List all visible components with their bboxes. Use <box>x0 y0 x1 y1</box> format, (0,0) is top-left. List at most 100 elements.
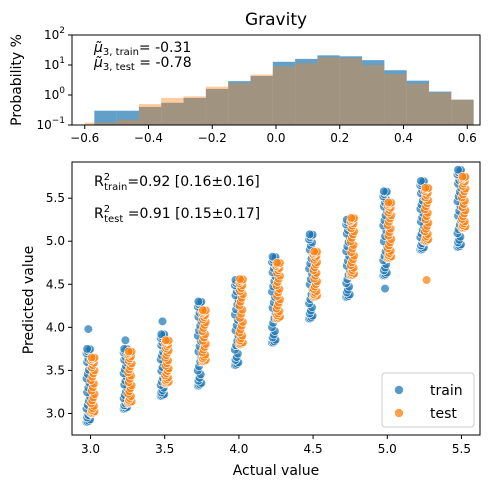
r2-train-subscript: train <box>104 182 127 193</box>
hist-bar-test <box>384 74 407 125</box>
hist-bar-test <box>317 57 340 125</box>
hist-bar-test <box>451 99 474 125</box>
scatter-y-ticks: 3.0 3.5 4.0 4.5 5.0 5.5 <box>46 191 72 420</box>
hist-bar-train <box>384 70 407 125</box>
hist-x-tick-label: −0.2 <box>198 131 227 145</box>
hist-bar-train <box>116 110 139 125</box>
annotation-test-value: = -0.78 <box>135 55 192 71</box>
scatter-x-tick-label: 4.0 <box>229 442 248 456</box>
hist-bar-train <box>161 102 184 125</box>
scatter-point-train <box>120 335 131 345</box>
histogram-y-label: Probability % <box>9 34 25 126</box>
hist-bar-train <box>295 58 318 125</box>
r2-train-superscript: 2 <box>104 172 110 183</box>
hist-bar-test <box>295 63 318 125</box>
annotation-test-symbol: μ̃ <box>93 55 103 71</box>
scatter-x-tick-label: 3.5 <box>155 442 174 456</box>
scatter-point-test <box>124 346 134 357</box>
hist-y-tick-exponent: −1 <box>52 116 65 126</box>
histogram-bars <box>84 55 474 125</box>
scatter-frame <box>71 161 481 436</box>
scatter-y-tick-label: 4.0 <box>46 320 65 334</box>
r2-test-subscript: test <box>104 214 123 225</box>
legend-label-train: train <box>430 383 463 399</box>
scatter-point-train <box>380 283 390 294</box>
hist-bar-test <box>116 119 139 125</box>
histogram-annotation-train: μ̃3, train= -0.31 <box>93 40 191 58</box>
scatter-point-train <box>193 296 204 307</box>
hist-y-tick-label: 100 <box>44 86 65 102</box>
legend-box <box>381 372 475 428</box>
hist-bar-train <box>228 81 251 125</box>
hist-bar-test <box>183 96 206 125</box>
hist-y-tick-exponent: 0 <box>59 86 65 96</box>
hist-bar-train <box>205 88 229 125</box>
histogram-annotation-test: μ̃3, test = -0.78 <box>93 55 192 73</box>
hist-bar-train <box>250 75 273 125</box>
hist-y-tick-label: 10−1 <box>36 116 65 132</box>
hist-bar-test <box>272 66 296 125</box>
scatter-point-test <box>420 183 431 193</box>
scatter-point-train <box>379 186 389 196</box>
scatter-point-test <box>346 213 356 223</box>
hist-bar-train <box>339 56 363 125</box>
hist-bar-test <box>339 58 363 125</box>
scatter-point-test <box>272 258 282 268</box>
hist-x-tick-label: 0.4 <box>394 131 413 145</box>
scatter-point-train <box>453 165 463 175</box>
hist-bar-train <box>429 91 452 125</box>
scatter-point-train <box>82 344 92 354</box>
scatter-point-train <box>83 324 93 334</box>
hist-y-tick-base: 10 <box>44 58 59 72</box>
scatter-point-test <box>457 172 468 182</box>
scatter-y-tick-label: 5.5 <box>46 191 65 205</box>
r2-train-symbol: R <box>94 174 104 190</box>
annotation-train-symbol: μ̃ <box>93 40 103 56</box>
annotation-train-value: = -0.31 <box>139 40 191 56</box>
scatter-y-tick-label: 4.5 <box>46 277 65 291</box>
annotation-test-subscript: 3, test <box>103 62 135 73</box>
hist-x-tick-label: 0.2 <box>330 131 349 145</box>
hist-bar-train <box>272 61 296 125</box>
figure-title: Gravity <box>245 10 307 30</box>
hist-bar-train <box>362 60 385 125</box>
hist-bar-test <box>138 104 162 125</box>
hist-bar-test <box>406 83 429 125</box>
hist-bar-test <box>429 92 452 125</box>
hist-bar-train <box>451 99 474 125</box>
scatter-point-train <box>416 176 426 186</box>
scatter-y-tick-label: 3.5 <box>46 363 65 377</box>
hist-y-tick-base: 10 <box>44 88 59 102</box>
scatter-point-test <box>421 275 432 285</box>
hist-bar-train <box>94 110 117 125</box>
scatter-y-label: Predicted value <box>21 246 37 354</box>
hist-y-tick-label: 101 <box>44 56 65 72</box>
hist-bar-train <box>183 97 206 125</box>
legend: train test <box>381 372 475 428</box>
scatter-y-tick-label: 3.0 <box>46 406 65 420</box>
r2-train-annotation: R2 train=0.92 [0.16±0.16] <box>94 172 260 193</box>
scatter-point-test <box>309 246 319 257</box>
hist-bar-train <box>317 55 340 125</box>
scatter-point-train <box>305 229 315 239</box>
hist-bar-train <box>138 106 162 125</box>
hist-y-tick-exponent: 1 <box>59 56 65 66</box>
scatter-x-tick-label: 5.5 <box>452 442 471 456</box>
hist-x-tick-label: 0.6 <box>458 131 477 145</box>
scatter-point-test <box>86 352 97 363</box>
scatter-x-ticks: 3.0 3.5 4.0 4.5 5.0 5.5 <box>81 435 471 456</box>
r2-test-symbol: R <box>94 206 104 222</box>
scatter-point-test <box>235 274 245 284</box>
hist-y-tick-label: 102 <box>44 26 65 42</box>
hist-bar-train <box>406 80 429 125</box>
scatter-x-label: Actual value <box>233 463 320 479</box>
hist-bar-test <box>250 74 273 125</box>
scatter-points <box>81 165 471 427</box>
hist-bar-test <box>228 83 251 125</box>
r2-test-value: =0.91 [0.15±0.17] <box>123 206 260 222</box>
legend-label-test: test <box>430 406 457 422</box>
scatter-x-tick-label: 4.5 <box>304 442 323 456</box>
